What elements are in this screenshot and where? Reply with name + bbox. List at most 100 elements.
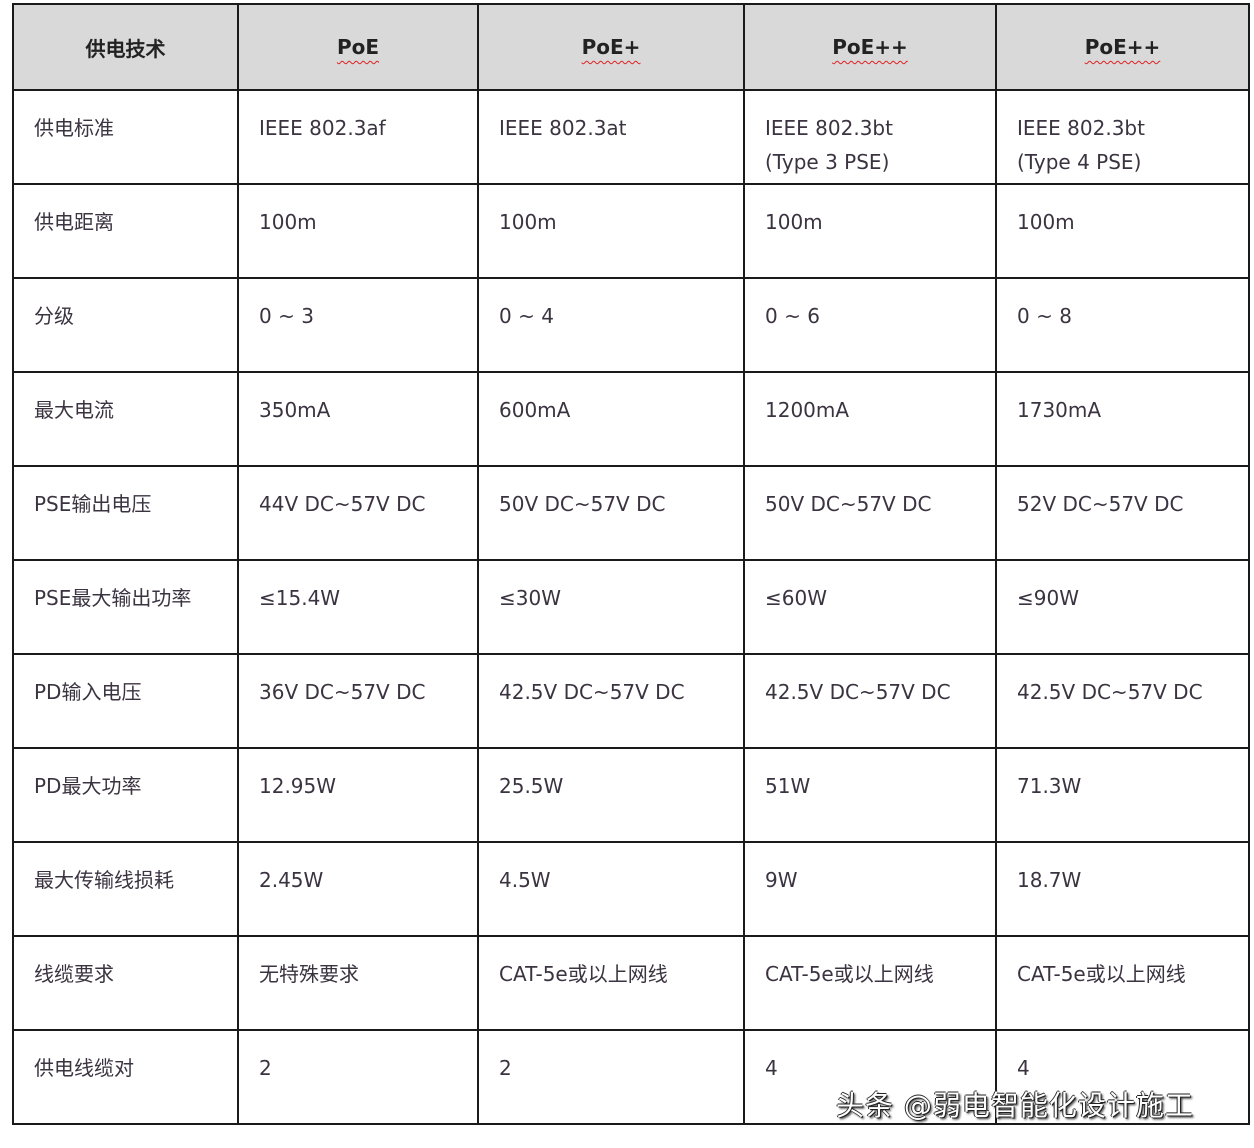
cell-value: 2: [499, 1056, 512, 1080]
table-row: 供电距离 100m 100m 100m 100m: [12, 183, 1250, 279]
row-label-cell: 供电标准: [12, 89, 239, 185]
row-label-cell: 最大电流: [12, 371, 239, 467]
row-label-cell: 分级: [12, 277, 239, 373]
row-label: PD最大功率: [34, 774, 142, 798]
value-cell: 25.5W: [477, 747, 745, 843]
value-cell: 0 ~ 8: [995, 277, 1250, 373]
cell-value: ≤15.4W: [259, 586, 341, 610]
value-cell: 42.5V DC~57V DC: [477, 653, 745, 749]
row-label: PSE最大输出功率: [34, 586, 192, 610]
row-label: 最大电流: [34, 398, 114, 422]
table-row: PD最大功率 12.95W 25.5W 51W 71.3W: [12, 747, 1250, 843]
cell-value: 42.5V DC~57V DC: [765, 680, 951, 704]
header-label: PoE++: [1084, 35, 1161, 59]
table-row: 最大传输线损耗 2.45W 4.5W 9W 18.7W: [12, 841, 1250, 937]
value-cell: 100m: [743, 183, 997, 279]
row-label-cell: PD最大功率: [12, 747, 239, 843]
cell-value: 无特殊要求: [259, 962, 359, 986]
value-cell: IEEE 802.3at: [477, 89, 745, 185]
row-label-cell: 供电线缆对: [12, 1029, 239, 1125]
cell-value: 52V DC~57V DC: [1017, 492, 1184, 516]
table-row: 分级 0 ~ 3 0 ~ 4 0 ~ 6 0 ~ 8: [12, 277, 1250, 373]
value-cell: 42.5V DC~57V DC: [743, 653, 997, 749]
header-label: PoE: [336, 35, 380, 59]
value-cell: 9W: [743, 841, 997, 937]
value-cell: 600mA: [477, 371, 745, 467]
cell-value: CAT-5e或以上网线: [499, 962, 668, 986]
value-cell: 51W: [743, 747, 997, 843]
watermark: 头条 @弱电智能化设计施工: [836, 1089, 1194, 1122]
header-cell: PoE++: [743, 3, 997, 91]
value-cell: 50V DC~57V DC: [743, 465, 997, 561]
cell-value: 42.5V DC~57V DC: [1017, 680, 1203, 704]
value-cell: IEEE 802.3bt (Type 3 PSE): [743, 89, 997, 185]
cell-value: IEEE 802.3af: [259, 116, 386, 140]
value-cell: 350mA: [237, 371, 479, 467]
value-cell: 2: [237, 1029, 479, 1125]
value-cell: ≤30W: [477, 559, 745, 655]
cell-value: 100m: [1017, 210, 1075, 234]
row-label: 供电标准: [34, 116, 114, 140]
value-cell: 100m: [477, 183, 745, 279]
cell-value: 44V DC~57V DC: [259, 492, 426, 516]
cell-value: 50V DC~57V DC: [765, 492, 932, 516]
cell-value: 50V DC~57V DC: [499, 492, 666, 516]
cell-value: 100m: [499, 210, 557, 234]
row-label: 最大传输线损耗: [34, 868, 174, 892]
value-cell: 4: [995, 1029, 1250, 1125]
value-cell: 0 ~ 4: [477, 277, 745, 373]
header-label: 供电技术: [85, 36, 166, 61]
cell-value: 2: [259, 1056, 272, 1080]
cell-value: ≤90W: [1017, 586, 1079, 610]
table-row: 供电标准 IEEE 802.3af IEEE 802.3at IEEE 802.3bt…: [12, 89, 1250, 185]
cell-value: 1730mA: [1017, 398, 1102, 422]
cell-value: IEEE 802.3bt (Type 4 PSE): [1017, 116, 1145, 174]
cell-value: 36V DC~57V DC: [259, 680, 426, 704]
table-row: 线缆要求 无特殊要求 CAT-5e或以上网线 CAT-5e或以上网线 CAT-5e或以上…: [12, 935, 1250, 1031]
row-label: 供电线缆对: [34, 1056, 134, 1080]
row-label-cell: 线缆要求: [12, 935, 239, 1031]
cell-value: 0 ~ 3: [259, 304, 314, 328]
header-cell: PoE+: [477, 3, 745, 91]
cell-value: 12.95W: [259, 774, 337, 798]
cell-value: IEEE 802.3bt (Type 3 PSE): [765, 116, 893, 174]
row-label-cell: PD输入电压: [12, 653, 239, 749]
poe-comparison-table: 供电技术 PoE PoE+ PoE++ PoE++ 供电标准 IEEE 802.3…: [12, 3, 1250, 1125]
table-row: PSE最大输出功率 ≤15.4W ≤30W ≤60W ≤90W: [12, 559, 1250, 655]
value-cell: 2.45W: [237, 841, 479, 937]
value-cell: 36V DC~57V DC: [237, 653, 479, 749]
value-cell: 52V DC~57V DC: [995, 465, 1250, 561]
cell-value: 2.45W: [259, 868, 324, 892]
header-label: PoE+: [581, 35, 641, 59]
value-cell: 50V DC~57V DC: [477, 465, 745, 561]
value-cell: 无特殊要求: [237, 935, 479, 1031]
cell-value: 51W: [765, 774, 811, 798]
value-cell: 44V DC~57V DC: [237, 465, 479, 561]
row-label-cell: 最大传输线损耗: [12, 841, 239, 937]
cell-value: 18.7W: [1017, 868, 1082, 892]
value-cell: CAT-5e或以上网线: [477, 935, 745, 1031]
row-label: PD输入电压: [34, 680, 142, 704]
cell-value: ≤30W: [499, 586, 561, 610]
cell-value: ≤60W: [765, 586, 827, 610]
cell-value: 4: [1017, 1056, 1030, 1080]
value-cell: IEEE 802.3af: [237, 89, 479, 185]
cell-value: 600mA: [499, 398, 571, 422]
value-cell: 100m: [237, 183, 479, 279]
value-cell: ≤15.4W: [237, 559, 479, 655]
cell-value: 100m: [765, 210, 823, 234]
value-cell: 100m: [995, 183, 1250, 279]
cell-value: 0 ~ 4: [499, 304, 554, 328]
header-label: PoE++: [832, 35, 908, 59]
row-label: 线缆要求: [34, 962, 114, 986]
value-cell: 12.95W: [237, 747, 479, 843]
cell-value: 0 ~ 8: [1017, 304, 1072, 328]
table-row: 供电线缆对 2 2 4 4: [12, 1029, 1250, 1125]
row-label: PSE输出电压: [34, 492, 152, 516]
value-cell: 2: [477, 1029, 745, 1125]
cell-value: 100m: [259, 210, 317, 234]
row-label: 分级: [34, 304, 74, 328]
cell-value: 9W: [765, 868, 798, 892]
table-row: 最大电流 350mA 600mA 1200mA 1730mA: [12, 371, 1250, 467]
value-cell: CAT-5e或以上网线: [743, 935, 997, 1031]
